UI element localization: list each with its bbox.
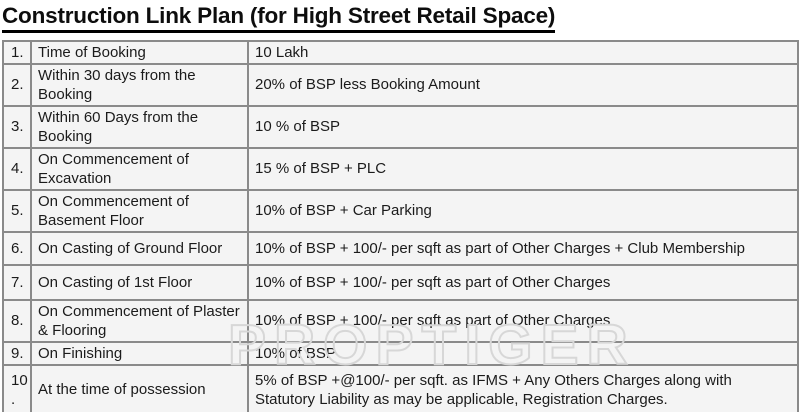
row-number-cell: 3. [2,104,32,149]
milestone-cell: On Casting of Ground Floor [30,230,249,266]
payment-cell: 15 % of BSP + PLC [247,146,799,191]
payment-cell: 20% of BSP less Booking Amount [247,62,799,107]
payment-cell: 10% of BSP [247,340,799,366]
table-row: 2. Within 30 days from the Booking 20% o… [2,62,799,107]
table-row: 1. Time of Booking 10 Lakh [2,39,799,65]
payment-cell: 10% of BSP + 100/- per sqft as part of O… [247,230,799,266]
milestone-cell: On Casting of 1st Floor [30,263,249,301]
payment-plan-table: 1. Time of Booking 10 Lakh 2. Within 30 … [2,39,799,412]
row-number-cell: 6. [2,230,32,266]
payment-cell: 10% of BSP + Car Parking [247,188,799,233]
row-number-cell: 8. [2,298,32,343]
table-row: 4. On Commencement of Excavation 15 % of… [2,146,799,191]
row-number-cell: 9. [2,340,32,366]
payment-cell: 10% of BSP + 100/- per sqft as part of O… [247,263,799,301]
payment-cell: 10 % of BSP [247,104,799,149]
row-number-cell: 5. [2,188,32,233]
table-row: 7. On Casting of 1st Floor 10% of BSP + … [2,263,799,301]
milestone-cell: On Commencement of Plaster & Flooring [30,298,249,343]
milestone-cell: On Commencement of Excavation [30,146,249,191]
table-row: 6. On Casting of Ground Floor 10% of BSP… [2,230,799,266]
payment-cell: 10% of BSP + 100/- per sqft as part of O… [247,298,799,343]
page-title: Construction Link Plan (for High Street … [2,3,555,33]
payment-cell: 10 Lakh [247,39,799,65]
milestone-cell: Within 60 Days from the Booking [30,104,249,149]
table-row: 9. On Finishing 10% of BSP [2,340,799,366]
table-row: 10 . At the time of possession 5% of BSP… [2,363,799,412]
milestone-cell: Time of Booking [30,39,249,65]
row-number-cell: 7. [2,263,32,301]
row-number-cell: 2. [2,62,32,107]
row-number-cell: 4. [2,146,32,191]
milestone-cell: On Commencement of Basement Floor [30,188,249,233]
table-row: 3. Within 60 Days from the Booking 10 % … [2,104,799,149]
table-row: 5. On Commencement of Basement Floor 10%… [2,188,799,233]
milestone-cell: At the time of possession [30,363,249,412]
milestone-cell: On Finishing [30,340,249,366]
payment-cell: 5% of BSP +@100/- per sqft. as IFMS + An… [247,363,799,412]
row-number-cell: 1. [2,39,32,65]
table-row: 8. On Commencement of Plaster & Flooring… [2,298,799,343]
milestone-cell: Within 30 days from the Booking [30,62,249,107]
row-number-cell: 10 . [2,363,32,412]
